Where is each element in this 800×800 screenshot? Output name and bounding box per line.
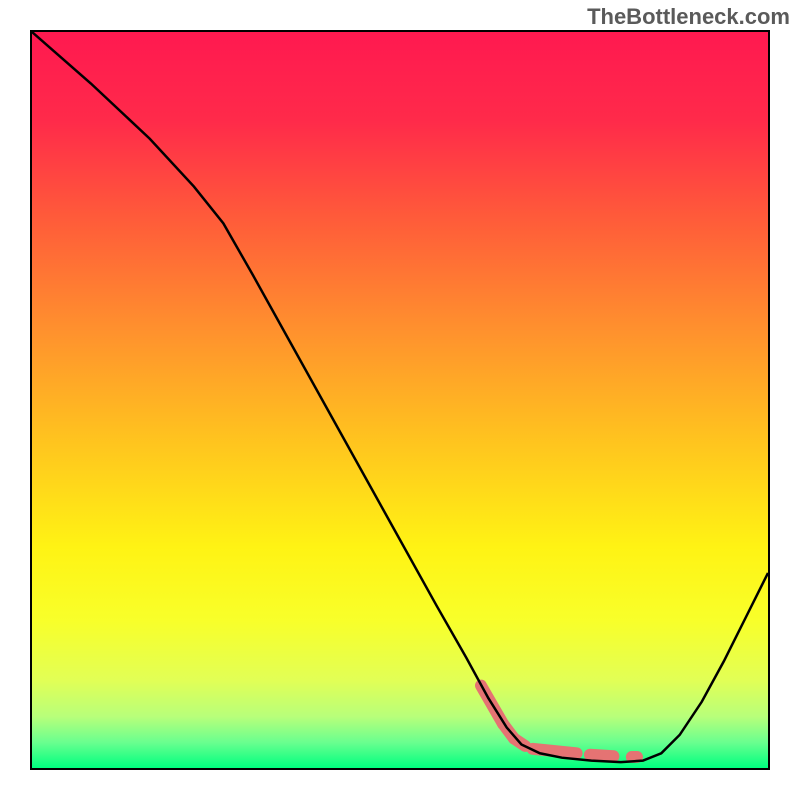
watermark-text: TheBottleneck.com <box>587 4 790 30</box>
plot-area <box>30 30 770 770</box>
dash-segment <box>590 755 614 756</box>
chart-curve-layer <box>32 32 768 768</box>
main-curve-line <box>32 32 768 762</box>
